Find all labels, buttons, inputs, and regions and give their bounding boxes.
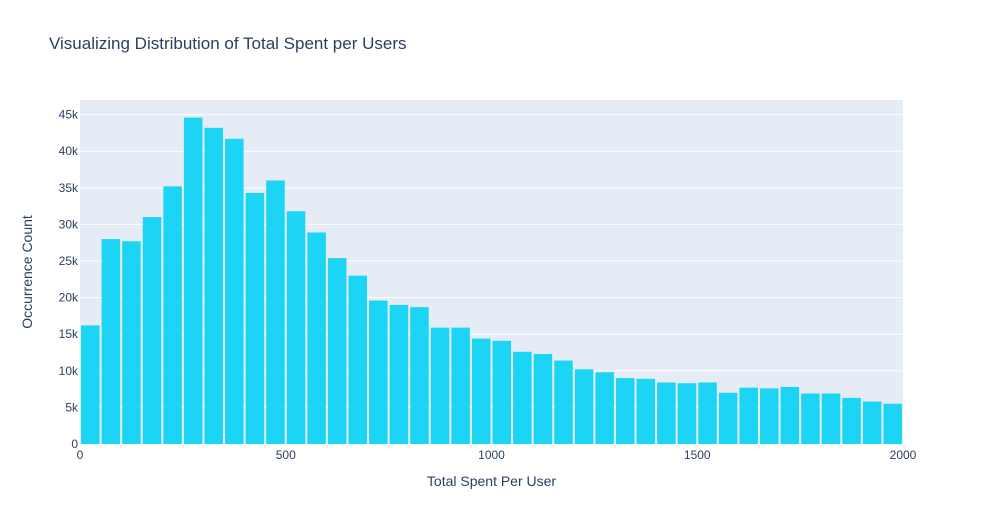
x-axis-title: Total Spent Per User bbox=[427, 473, 557, 489]
histogram-bar bbox=[636, 378, 656, 444]
histogram-bar bbox=[574, 369, 594, 444]
histogram-bar bbox=[739, 387, 758, 444]
histogram-bar bbox=[122, 241, 141, 444]
y-tick-label: 25k bbox=[59, 254, 79, 268]
chart-title: Visualizing Distribution of Total Spent … bbox=[49, 34, 407, 53]
histogram-bar bbox=[266, 180, 285, 445]
histogram-bar bbox=[286, 211, 306, 444]
histogram-bar bbox=[471, 338, 491, 444]
histogram-bar bbox=[513, 351, 532, 444]
histogram-bar bbox=[163, 186, 182, 444]
histogram-bar bbox=[327, 258, 347, 444]
x-axis-ticks: 0 500 1000 1500 2000 bbox=[77, 448, 917, 462]
histogram-bar bbox=[430, 327, 450, 444]
histogram-bar bbox=[101, 239, 121, 444]
histogram-bar bbox=[698, 382, 717, 444]
y-tick-label: 40k bbox=[59, 144, 79, 158]
y-axis-ticks: 0 5k 10k 15k 20k 25k 30k 35k 40k 45k bbox=[59, 108, 79, 451]
histogram-bar bbox=[204, 127, 223, 444]
histogram-bar bbox=[760, 388, 779, 444]
y-tick-label: 10k bbox=[59, 364, 79, 378]
histogram-bar bbox=[677, 383, 697, 444]
histogram-bar bbox=[780, 386, 800, 444]
histogram-bar bbox=[410, 307, 429, 444]
histogram-bar bbox=[183, 117, 203, 445]
histogram-bar bbox=[615, 378, 635, 444]
histogram-bar bbox=[245, 192, 265, 444]
x-tick-label: 0 bbox=[77, 448, 84, 462]
histogram-bar bbox=[801, 393, 820, 444]
histogram-bar bbox=[657, 382, 676, 444]
histogram-bar bbox=[595, 372, 614, 444]
histogram-bar bbox=[554, 360, 573, 444]
histogram-bar bbox=[307, 232, 326, 444]
y-tick-label: 35k bbox=[59, 181, 79, 195]
histogram-bar bbox=[718, 392, 738, 444]
histogram-bar bbox=[369, 300, 388, 444]
y-tick-label: 30k bbox=[59, 217, 79, 231]
histogram-bar bbox=[451, 327, 470, 444]
y-tick-label: 15k bbox=[59, 327, 79, 341]
x-tick-label: 500 bbox=[276, 448, 296, 462]
histogram-bar bbox=[821, 393, 841, 444]
histogram-bar bbox=[883, 403, 902, 444]
x-tick-label: 1000 bbox=[478, 448, 505, 462]
histogram-bar bbox=[389, 304, 409, 444]
histogram-bar bbox=[862, 401, 882, 444]
histogram-bar bbox=[225, 138, 244, 444]
histogram-bar bbox=[492, 340, 512, 444]
histogram-bar bbox=[348, 275, 368, 444]
histogram-bar bbox=[842, 397, 861, 444]
histogram-bar bbox=[81, 325, 100, 444]
histogram-bar bbox=[533, 353, 553, 444]
y-axis-title: Occurrence Count bbox=[19, 215, 35, 329]
y-tick-label: 5k bbox=[65, 400, 79, 414]
histogram-bar bbox=[142, 217, 162, 444]
y-tick-label: 20k bbox=[59, 291, 79, 305]
bars bbox=[81, 117, 902, 445]
x-tick-label: 1500 bbox=[684, 448, 711, 462]
y-tick-label: 0 bbox=[71, 437, 78, 451]
x-tick-label: 2000 bbox=[890, 448, 917, 462]
y-tick-label: 45k bbox=[59, 108, 79, 122]
